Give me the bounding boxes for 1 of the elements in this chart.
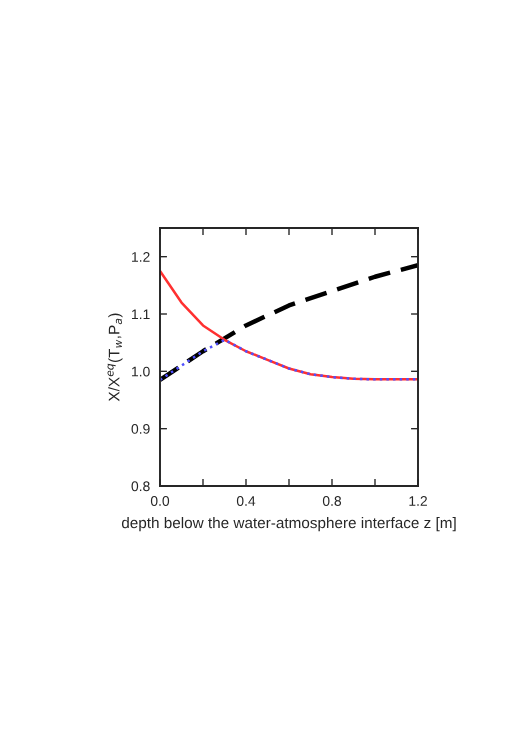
line-series: [160, 338, 418, 382]
